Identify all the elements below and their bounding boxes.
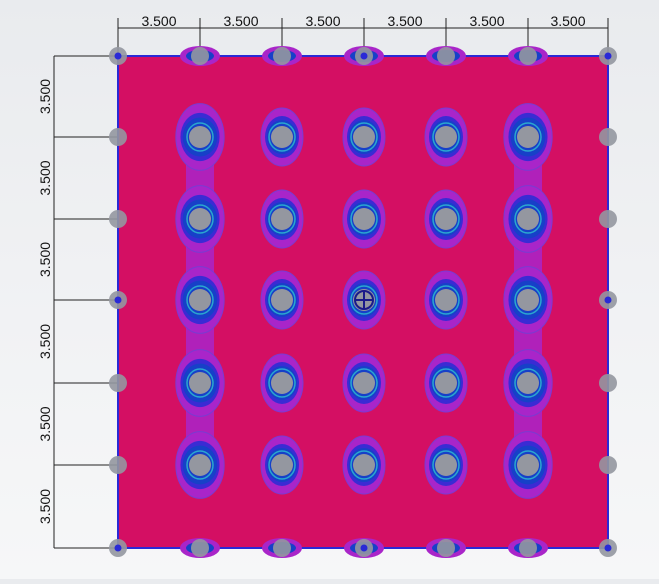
edge-support[interactable] bbox=[599, 128, 617, 146]
contour-core bbox=[186, 368, 214, 398]
contour-core bbox=[268, 450, 296, 480]
top-dim-label: 3.500 bbox=[387, 13, 422, 29]
node-dot[interactable] bbox=[604, 296, 612, 304]
column-support[interactable] bbox=[271, 454, 293, 476]
contour-core bbox=[268, 285, 296, 315]
contour-core bbox=[186, 204, 214, 234]
top-dim-label: 3.500 bbox=[141, 13, 176, 29]
contour-core bbox=[186, 450, 214, 480]
top-dim-label: 3.500 bbox=[223, 13, 258, 29]
left-dim-label: 3.500 bbox=[37, 324, 53, 359]
edge-support[interactable] bbox=[437, 47, 455, 65]
column-support[interactable] bbox=[271, 289, 293, 311]
contour-core bbox=[514, 122, 542, 152]
contour-core bbox=[186, 122, 214, 152]
contour-core bbox=[432, 204, 460, 234]
edge-support[interactable] bbox=[191, 539, 209, 557]
edge-support[interactable] bbox=[109, 374, 127, 392]
contour-core bbox=[350, 204, 378, 234]
column-support[interactable] bbox=[435, 372, 457, 394]
column-support[interactable] bbox=[271, 126, 293, 148]
top-dimension-chain: 3.500 3.500 3.500 3.500 3.500 3.500 bbox=[117, 13, 609, 56]
left-dim-label: 3.500 bbox=[37, 406, 53, 441]
contour-core bbox=[268, 122, 296, 152]
top-dim-label: 3.500 bbox=[469, 13, 504, 29]
node-dot[interactable] bbox=[604, 52, 612, 60]
edge-support[interactable] bbox=[191, 47, 209, 65]
column-support[interactable] bbox=[353, 372, 375, 394]
contour-core bbox=[432, 122, 460, 152]
column-support[interactable] bbox=[435, 126, 457, 148]
column-support[interactable] bbox=[271, 208, 293, 230]
contour-core bbox=[350, 285, 378, 315]
contour-core bbox=[432, 285, 460, 315]
contour-core bbox=[432, 450, 460, 480]
node-dot[interactable] bbox=[114, 52, 122, 60]
edge-support[interactable] bbox=[109, 210, 127, 228]
left-dim-label: 3.500 bbox=[37, 242, 53, 277]
contour-core bbox=[350, 450, 378, 480]
left-dim-label: 3.500 bbox=[37, 79, 53, 114]
edge-support[interactable] bbox=[519, 539, 537, 557]
node-dot[interactable] bbox=[114, 296, 122, 304]
edge-support[interactable] bbox=[273, 539, 291, 557]
column-support[interactable] bbox=[435, 454, 457, 476]
contour-core bbox=[514, 204, 542, 234]
top-dim-label: 3.500 bbox=[305, 13, 340, 29]
node-dot[interactable] bbox=[604, 544, 612, 552]
edge-support[interactable] bbox=[109, 456, 127, 474]
edge-support[interactable] bbox=[599, 210, 617, 228]
column-support[interactable] bbox=[189, 208, 211, 230]
contour-core bbox=[514, 368, 542, 398]
column-support[interactable] bbox=[517, 372, 539, 394]
column-support[interactable] bbox=[353, 126, 375, 148]
selected-column-marker[interactable] bbox=[354, 290, 374, 310]
column-support[interactable] bbox=[517, 454, 539, 476]
node-dot[interactable] bbox=[360, 52, 368, 60]
left-dimension-chain: 3.500 3.500 3.500 3.500 3.500 3.500 bbox=[37, 55, 118, 549]
contour-core bbox=[268, 204, 296, 234]
edge-support[interactable] bbox=[519, 47, 537, 65]
contour-core bbox=[514, 285, 542, 315]
column-support[interactable] bbox=[353, 208, 375, 230]
edge-nodes bbox=[109, 47, 617, 557]
left-dim-label: 3.500 bbox=[37, 160, 53, 195]
column-support[interactable] bbox=[517, 208, 539, 230]
node-dot[interactable] bbox=[114, 544, 122, 552]
column-support[interactable] bbox=[189, 372, 211, 394]
edge-support[interactable] bbox=[109, 128, 127, 146]
edge-support[interactable] bbox=[599, 456, 617, 474]
column-support[interactable] bbox=[353, 454, 375, 476]
edge-support[interactable] bbox=[273, 47, 291, 65]
left-dim-label: 3.500 bbox=[37, 489, 53, 524]
contour-core bbox=[268, 368, 296, 398]
column-support[interactable] bbox=[189, 289, 211, 311]
column-support[interactable] bbox=[517, 289, 539, 311]
column-support[interactable] bbox=[435, 208, 457, 230]
contour-core bbox=[432, 368, 460, 398]
column-supports bbox=[189, 126, 539, 476]
column-support[interactable] bbox=[517, 126, 539, 148]
contour-core bbox=[186, 285, 214, 315]
column-support[interactable] bbox=[189, 454, 211, 476]
contour-core bbox=[350, 368, 378, 398]
column-support[interactable] bbox=[271, 372, 293, 394]
top-dim-label: 3.500 bbox=[550, 13, 585, 29]
node-dot[interactable] bbox=[360, 544, 368, 552]
column-support[interactable] bbox=[189, 126, 211, 148]
column-support[interactable] bbox=[435, 289, 457, 311]
contour-core bbox=[514, 450, 542, 480]
edge-support[interactable] bbox=[437, 539, 455, 557]
contour-core bbox=[350, 122, 378, 152]
edge-support[interactable] bbox=[599, 374, 617, 392]
